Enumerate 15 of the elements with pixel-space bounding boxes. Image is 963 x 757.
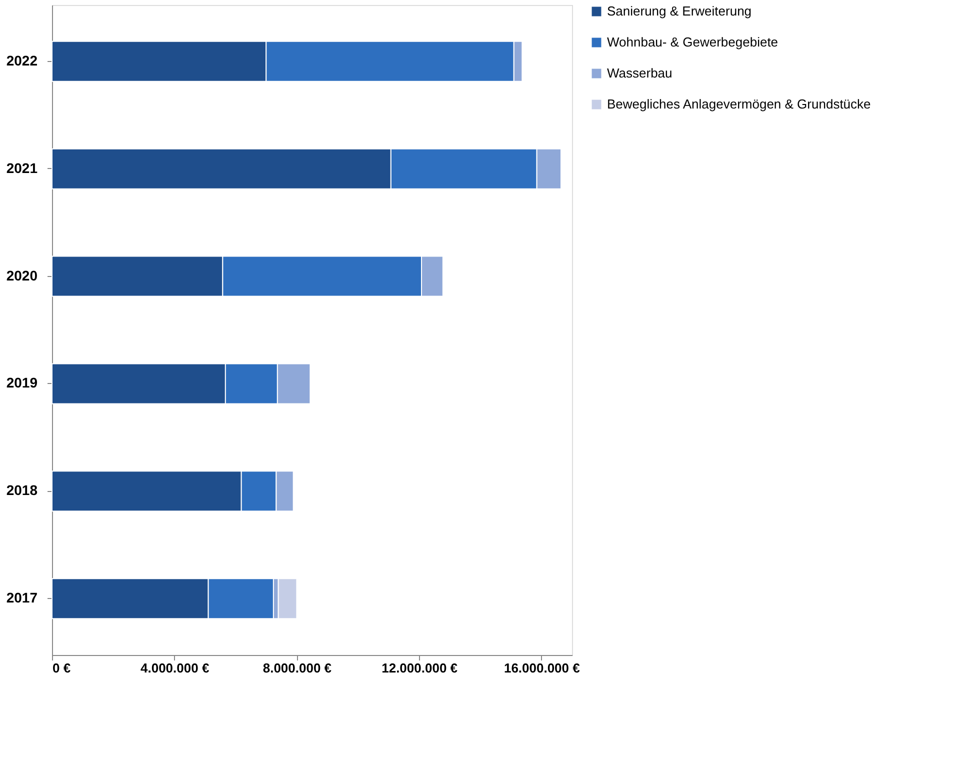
y-tick-label: 2019	[6, 374, 38, 391]
y-tick-label: 2017	[6, 590, 38, 606]
x-tick-label: 0 €	[52, 660, 71, 676]
y-tick-label: 2018	[6, 482, 38, 498]
y-tick-label: 2022	[6, 52, 38, 68]
legend-label: Sanierung & Erweiterung	[607, 4, 752, 18]
x-tick-label: 4.000.000 €	[140, 660, 210, 676]
legend-label: Wohnbau- & Gewerbegebiete	[607, 34, 778, 50]
legend-label: Wasserbau	[607, 66, 672, 80]
legend-label: Bewegliches Anlagevermögen & Grundstücke	[607, 96, 871, 112]
y-tick-label: 2021	[6, 160, 38, 176]
x-tick-label: 8.000.000 €	[262, 660, 332, 676]
x-tick-label: 16.000.000 €	[504, 660, 580, 676]
x-tick-label: 12.000.000 €	[382, 660, 458, 676]
y-tick-label: 2020	[6, 267, 38, 284]
